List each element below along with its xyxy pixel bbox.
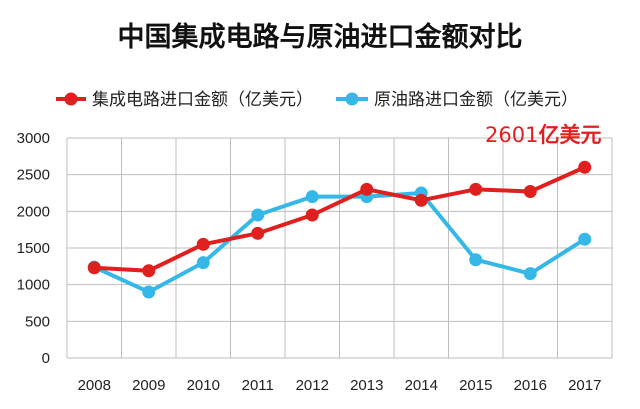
annotation-unit: 亿美元 <box>538 123 601 147</box>
y-tick-label: 2000 <box>17 203 50 220</box>
data-point-series-1 <box>469 253 483 267</box>
data-point-series-0 <box>251 226 265 240</box>
data-point-series-1 <box>578 232 592 246</box>
x-tick-label: 2009 <box>132 377 165 394</box>
x-tick-label: 2014 <box>405 377 438 394</box>
data-point-series-1 <box>305 190 319 204</box>
annotation-number: 2601 <box>485 123 538 147</box>
legend-label-ic: 集成电路进口金额（亿美元） <box>92 90 313 110</box>
x-tick-label: 2008 <box>78 377 111 394</box>
x-axis: 2008 2009 2010 2011 2012 2013 2014 2015 2016 2017 <box>78 377 602 394</box>
data-point-series-0 <box>578 160 592 174</box>
series-layer <box>87 160 592 299</box>
y-tick-label: 500 <box>25 313 50 330</box>
data-point-series-0 <box>87 261 101 275</box>
data-point-series-1 <box>196 256 210 270</box>
data-point-series-0 <box>305 208 319 222</box>
legend-swatch-marker <box>345 92 359 106</box>
data-point-series-0 <box>469 182 483 196</box>
legend-item-ic: 集成电路进口金额（亿美元） <box>56 90 313 110</box>
y-tick-label: 1000 <box>17 277 50 294</box>
data-point-series-0 <box>523 185 537 199</box>
y-tick-label: 0 <box>42 350 50 367</box>
x-tick-label: 2013 <box>350 377 383 394</box>
x-tick-label: 2016 <box>514 377 547 394</box>
legend: 集成电路进口金额（亿美元） 原油路进口金额（亿美元） <box>56 90 578 110</box>
legend-item-oil: 原油路进口金额（亿美元） <box>336 90 578 110</box>
data-point-series-1 <box>142 285 156 299</box>
series-line-0 <box>94 165 586 273</box>
data-point-series-0 <box>360 182 374 196</box>
y-tick-label: 3000 <box>17 130 50 147</box>
y-axis: 0 500 1000 1500 2000 2500 3000 <box>17 130 50 367</box>
data-point-series-0 <box>414 193 428 207</box>
x-tick-label: 2010 <box>187 377 220 394</box>
data-point-series-0 <box>196 237 210 251</box>
x-tick-label: 2011 <box>242 377 274 394</box>
y-tick-label: 2500 <box>17 167 50 184</box>
data-point-series-0 <box>142 264 156 278</box>
x-tick-label: 2012 <box>296 377 329 394</box>
grid <box>66 137 613 359</box>
legend-swatch-marker <box>64 92 78 106</box>
x-tick-label: 2017 <box>568 377 601 394</box>
legend-label-oil: 原油路进口金额（亿美元） <box>374 90 578 110</box>
y-tick-label: 1500 <box>17 240 50 257</box>
series-line-1 <box>93 191 586 294</box>
x-tick-label: 2015 <box>459 377 492 394</box>
data-point-series-1 <box>251 208 265 222</box>
chart-title: 中国集成电路与原油进口金额对比 <box>118 21 523 53</box>
data-point-series-1 <box>523 267 537 281</box>
annotation-label: 2601亿美元 <box>485 123 601 147</box>
